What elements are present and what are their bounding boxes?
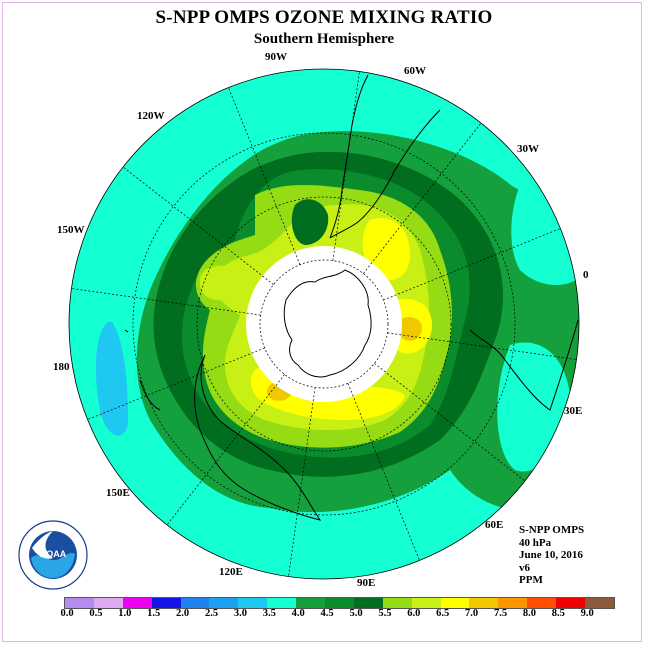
colorbar-tick-label: 3.0 [233, 608, 247, 619]
lon-label-120w: 120W [137, 110, 165, 122]
colorbar-ticks: 0.0 0.5 1.0 1.5 2.0 2.5 3.0 3.5 4.0 4.5 5.0 5.5 6.0 6… [52, 608, 593, 622]
colorbar-tick-label: 4.5 [320, 608, 334, 619]
colorbar-swatch [93, 598, 123, 608]
colorbar-swatch [180, 598, 210, 608]
colorbar-tick-label: 0.0 [60, 608, 74, 619]
colorbar-tick-label: 7.0 [465, 608, 479, 619]
colorbar-swatch [122, 598, 152, 608]
lon-label-30w: 30W [517, 143, 539, 155]
noaa-logo: NOAA [18, 520, 88, 590]
map-disc-outline [68, 68, 580, 580]
lon-label-150e: 150E [106, 487, 130, 499]
island-coast [124, 329, 129, 333]
colorbar-swatch [325, 598, 354, 608]
colorbar-tick-label: 8.0 [522, 608, 536, 619]
lon-label-60e: 60E [485, 519, 503, 531]
lon-label-150w: 150W [57, 224, 85, 236]
antarctica-coast [283, 269, 372, 378]
plot-frame [2, 2, 642, 642]
colorbar-swatch [556, 598, 586, 608]
colorbar-tick-label: 1.0 [118, 608, 132, 619]
logo-text: NOAA [40, 549, 67, 559]
info-instrument: S-NPP OMPS [519, 524, 585, 536]
coastlines [124, 74, 579, 521]
colorbar-swatch [440, 598, 470, 608]
info-block: S-NPP OMPS 40 hPa June 10, 2016 v6 PPM [519, 524, 584, 587]
info-level: 40 hPa [519, 536, 552, 549]
africa-coast [469, 319, 579, 411]
colorbar-tick-label: 6.5 [436, 608, 450, 619]
colorbar-swatch [498, 598, 528, 608]
lon-label-30e: 30E [564, 405, 582, 417]
colorbar-tick-label: 7.5 [493, 608, 508, 619]
lon-label-60w: 60W [404, 65, 426, 77]
colorbar-tick-label: 0.5 [89, 608, 103, 619]
colorbar-swatch [296, 598, 326, 608]
colorbar-swatch [267, 598, 297, 608]
australia-coast [194, 354, 322, 521]
lon-label-90e: 90E [357, 577, 375, 589]
colorbar-tick-label: 5.5 [378, 608, 392, 619]
colorbar-tick-label: 5.0 [349, 608, 363, 619]
colorbar-swatch [65, 598, 94, 608]
colorbar-swatch [527, 598, 557, 608]
colorbar-swatch [209, 598, 239, 608]
lon-label-90w: 90W [265, 51, 287, 63]
colorbar-tick-label: 9.0 [580, 608, 594, 619]
colorbar-swatch [382, 598, 412, 608]
lon-label-120e: 120E [219, 566, 243, 578]
colorbar-tick-label: 6.0 [407, 608, 421, 619]
south-america-coast [329, 74, 441, 239]
new-zealand-coast [139, 379, 161, 411]
band-7-0-patch-east [398, 317, 423, 341]
map-subtitle: Southern Hemisphere [253, 31, 395, 47]
band-3-5-patch-east [511, 165, 579, 285]
colorbar-tick-label: 1.5 [147, 608, 161, 619]
colorbar-tick-label: 4.0 [291, 608, 305, 619]
colorbar-tick-label: 2.0 [176, 608, 190, 619]
band-5-0-patch [291, 199, 329, 245]
lon-label-0: 0 [583, 269, 589, 281]
latitude-circles [132, 132, 516, 516]
band-6-5-patch-west [199, 265, 251, 301]
colorbar-swatch [238, 598, 268, 608]
colorbar-swatch [411, 598, 441, 608]
colorbar-tick-label: 8.5 [551, 608, 565, 619]
colorbar-tick-label: 2.5 [204, 608, 219, 619]
colorbar-swatch [151, 598, 181, 608]
info-date: June 10, 2016 [519, 549, 583, 562]
polar-cap [246, 246, 402, 402]
band-3-0-patch [95, 322, 128, 436]
colorbar-swatch [469, 598, 499, 608]
lon-label-180: 180 [53, 361, 70, 373]
colorbar-swatch [353, 598, 383, 608]
info-version: v6 [519, 561, 530, 574]
colorbar-swatch [585, 598, 614, 608]
colorbar [64, 597, 615, 609]
colorbar-tick-label: 3.5 [262, 608, 276, 619]
map-title: S-NPP OMPS OZONE MIXING RATIO [155, 7, 493, 28]
info-units: PPM [519, 574, 543, 587]
